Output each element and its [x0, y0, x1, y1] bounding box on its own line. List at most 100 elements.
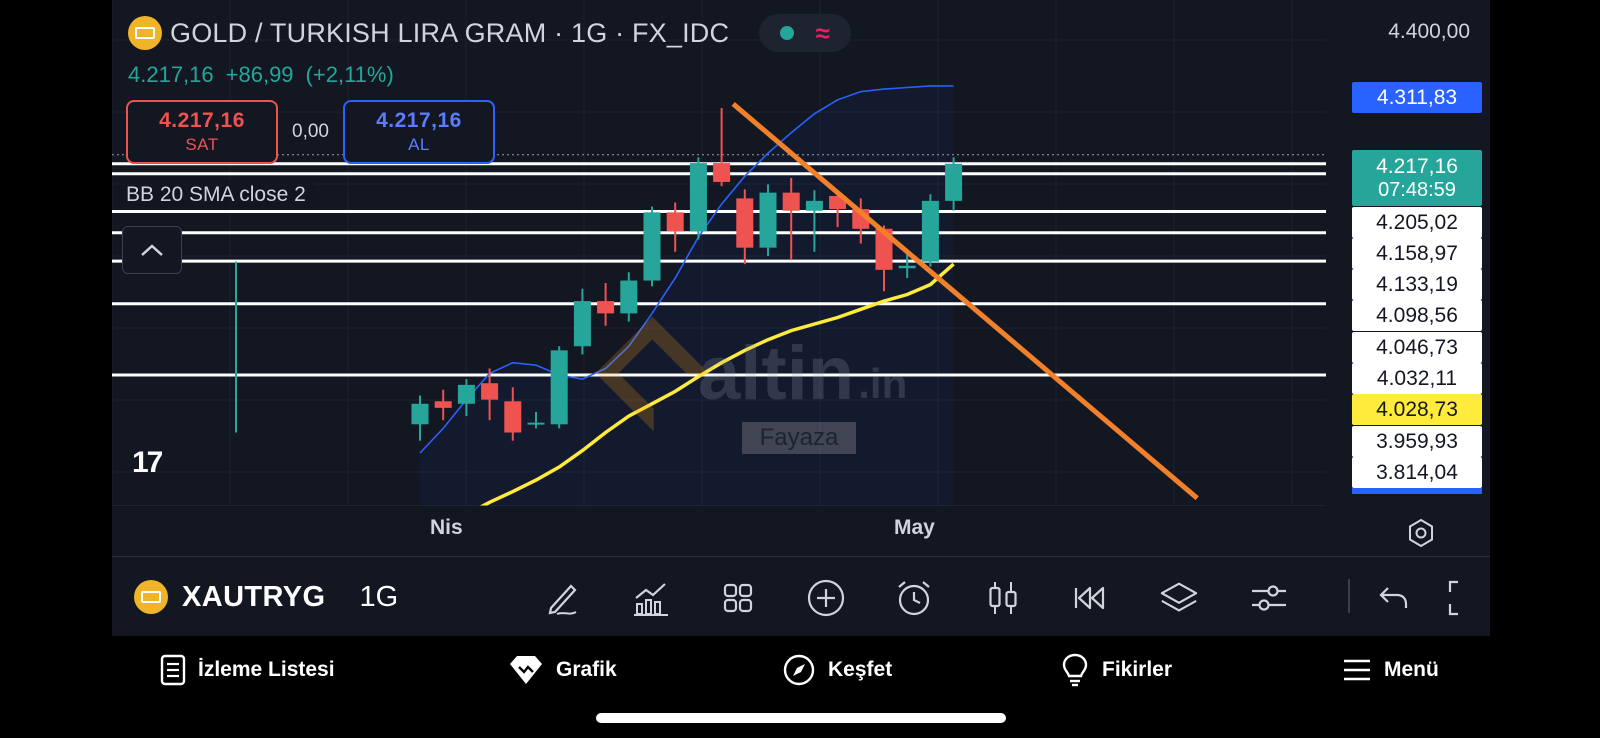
- current-price-tag: 4.217,16 07:48:59: [1352, 150, 1482, 206]
- time-axis[interactable]: Nis May: [112, 506, 1490, 556]
- nav-menu[interactable]: Menü: [1342, 650, 1439, 690]
- axis-tick-top: 4.400,00: [1388, 20, 1470, 43]
- price-chart[interactable]: [112, 0, 1490, 506]
- lower-band-tag-edge: [1352, 488, 1482, 494]
- sell-button[interactable]: 4.217,16 SAT: [126, 100, 278, 164]
- sell-price: 4.217,16: [159, 109, 245, 132]
- nav-label: Keşfet: [828, 658, 893, 681]
- trendline: [731, 102, 1199, 501]
- symbol-title[interactable]: GOLD / TURKISH LIRA GRAM · 1G · FX_IDC: [170, 17, 730, 48]
- tradingview-logo: 17: [132, 446, 163, 479]
- chart-type-button[interactable]: [982, 577, 1024, 619]
- chart-canvas[interactable]: [112, 0, 1490, 556]
- candle-body: [805, 200, 823, 211]
- bollinger-upper-line: [419, 85, 954, 454]
- candle-body: [898, 265, 916, 269]
- layers-icon: [1160, 582, 1198, 612]
- spread-value: 0,00: [292, 121, 329, 142]
- lightbulb-icon: [1062, 653, 1088, 687]
- undo-button[interactable]: [1372, 577, 1414, 619]
- candle-body: [921, 200, 939, 262]
- alert-button[interactable]: [893, 577, 935, 619]
- watermark-logo: altin .in: [595, 316, 908, 431]
- watermark-text: altin: [698, 331, 855, 416]
- indicator-legend[interactable]: BB 20 SMA close 2: [118, 180, 314, 210]
- bollinger-band-fill: [420, 85, 954, 506]
- level-tag: 4.205,02: [1352, 207, 1482, 238]
- price-change: +86,99: [225, 62, 294, 87]
- candle-body: [411, 403, 429, 425]
- toolbar-interval[interactable]: 1G: [359, 580, 399, 613]
- date-label-may: May: [894, 516, 935, 539]
- nav-label: Fikirler: [1102, 658, 1173, 681]
- object-tree-button[interactable]: [1158, 577, 1200, 619]
- candle-body: [504, 401, 522, 433]
- level-tag: 4.133,19: [1352, 269, 1482, 300]
- candle-body: [434, 401, 452, 408]
- candle-body: [620, 280, 638, 314]
- candles-icon: [989, 582, 1017, 614]
- home-indicator[interactable]: [596, 713, 1006, 723]
- indicators-button[interactable]: [630, 577, 672, 619]
- candle-body: [759, 192, 777, 248]
- alarm-clock-icon: [898, 581, 930, 616]
- candle-body: [945, 163, 963, 201]
- candle-body: [736, 198, 754, 248]
- candle-body: [666, 212, 684, 232]
- level-tag: 4.046,73: [1352, 332, 1482, 363]
- rewind-icon: [1074, 586, 1105, 610]
- price-summary: 4.217,16 +86,99 (+2,11%): [128, 62, 394, 88]
- candle-body: [573, 301, 591, 347]
- nav-label: İzleme Listesi: [198, 658, 335, 681]
- nav-chart[interactable]: Grafik: [508, 650, 617, 690]
- price-axis[interactable]: 4.400,00 4.311,83 4.217,16 07:48:59 4.20…: [1352, 0, 1482, 506]
- symbol-selector[interactable]: XAUTRYG 1G: [134, 557, 398, 637]
- market-open-dot-icon: [780, 26, 795, 40]
- chart-toolbar: XAUTRYG 1G: [112, 556, 1490, 636]
- buy-label: AL: [408, 135, 430, 154]
- add-button[interactable]: [805, 577, 847, 619]
- diamond-chart-icon: [510, 656, 542, 684]
- buy-button[interactable]: 4.217,16 AL: [342, 100, 495, 164]
- watermark-author: Fayaza: [742, 422, 856, 454]
- compass-icon: [783, 654, 815, 686]
- undo-icon: [1379, 587, 1408, 608]
- collapse-legend-button[interactable]: [122, 226, 182, 274]
- buy-price: 4.217,16: [376, 109, 462, 132]
- nav-ideas[interactable]: Fikirler: [1060, 650, 1172, 690]
- level-tag: 4.032,11: [1352, 363, 1482, 394]
- chart-settings-button[interactable]: [1248, 577, 1290, 619]
- sliders-icon: [1252, 585, 1286, 611]
- pen-icon: [548, 584, 577, 615]
- layouts-button[interactable]: [717, 577, 759, 619]
- level-tag: 3.959,93: [1352, 426, 1482, 457]
- last-price: 4.217,16: [128, 62, 214, 87]
- watermark-mark-icon: [595, 316, 711, 431]
- candle-countdown: 07:48:59: [1378, 178, 1456, 201]
- watermark-suffix: .in: [858, 359, 908, 407]
- candle-body: [481, 383, 499, 400]
- upper-band-tag: 4.311,83: [1352, 82, 1482, 113]
- nav-explore[interactable]: Keşfet: [782, 650, 892, 690]
- nav-watchlist[interactable]: İzleme Listesi: [160, 650, 335, 690]
- delayed-data-icon: ≈: [815, 18, 830, 48]
- price-change-percent: (+2,11%): [305, 62, 394, 87]
- fullscreen-icon: [1448, 580, 1458, 616]
- market-status-pill[interactable]: ≈: [759, 14, 852, 52]
- toolbar-divider: [1348, 579, 1350, 613]
- gold-coin-icon: [134, 580, 168, 614]
- chart-header: GOLD / TURKISH LIRA GRAM · 1G · FX_IDC ≈: [128, 14, 852, 52]
- trade-buttons: 4.217,16 SAT 0,00 4.217,16 AL: [126, 100, 495, 164]
- sma-tag: 4.028,73: [1352, 394, 1482, 425]
- hamburger-icon: [1344, 659, 1370, 681]
- replay-button[interactable]: [1069, 577, 1111, 619]
- axis-settings-icon[interactable]: [1406, 518, 1436, 548]
- fullscreen-button[interactable]: [1444, 577, 1480, 619]
- nav-label: Grafik: [556, 658, 617, 681]
- list-icon: [160, 654, 186, 686]
- toolbar-symbol[interactable]: XAUTRYG: [182, 580, 326, 613]
- drawing-tool-button[interactable]: [542, 577, 584, 619]
- current-price: 4.217,16: [1376, 154, 1458, 178]
- level-tag: 4.158,97: [1352, 238, 1482, 269]
- candle-body: [527, 422, 545, 425]
